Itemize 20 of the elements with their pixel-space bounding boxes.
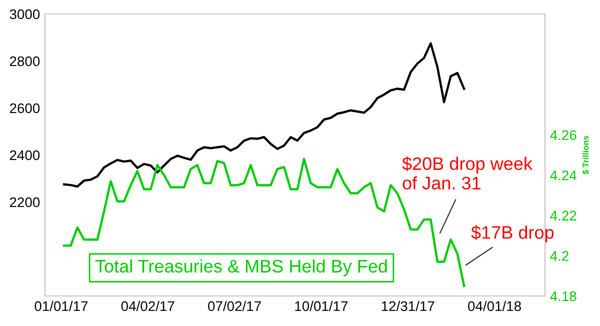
y-tick-label: 2200 xyxy=(10,197,40,208)
annotation: $17B drop xyxy=(471,225,554,242)
y-tick-label: 2800 xyxy=(10,56,40,66)
y2-tick-label: 4.2 xyxy=(550,251,568,261)
y-tick-label: 3000 xyxy=(10,9,40,20)
x-tick-label: 07/02/17 xyxy=(208,300,261,312)
annotation: $20B drop week of Jan. 31 xyxy=(402,156,533,190)
x-tick-label: 04/01/18 xyxy=(468,300,521,312)
y2-axis-title: $ Trillions xyxy=(582,136,590,174)
x-tick-label: 04/02/17 xyxy=(121,300,174,312)
y-tick-label: 2400 xyxy=(10,150,40,160)
series-label: Total Treasuries & MBS Held By Fed xyxy=(95,259,387,276)
y2-tick-label: 4.18 xyxy=(550,291,576,302)
y2-tick-label: 4.22 xyxy=(550,210,576,220)
x-tick-label: 10/01/17 xyxy=(295,300,348,312)
y2-tick-label: 4.24 xyxy=(550,170,576,180)
y-tick-label: 2600 xyxy=(10,103,40,114)
x-tick-label: 01/01/17 xyxy=(34,300,88,312)
y2-tick-label: 4.26 xyxy=(550,130,576,140)
x-tick-label: 12/31/17 xyxy=(382,300,434,312)
